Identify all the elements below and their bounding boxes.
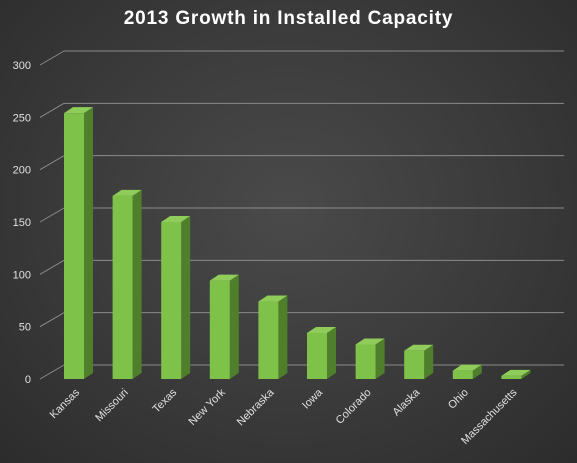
bar-front: [452, 370, 473, 379]
bar-front: [209, 280, 230, 379]
bar-top: [404, 344, 434, 351]
bar-iowa: [307, 326, 336, 379]
bar-top: [355, 338, 385, 345]
bar-top: [258, 295, 288, 302]
bars: [64, 107, 531, 379]
gridline-depth: [39, 102, 65, 118]
x-tick-label: Iowa: [300, 386, 326, 412]
bar-top: [112, 189, 142, 196]
gridlines: [39, 50, 564, 380]
bar-side: [181, 216, 191, 379]
bar-side: [84, 107, 93, 379]
bar-nebraska: [258, 295, 288, 379]
bar-kansas: [64, 107, 93, 379]
bar-missouri: [112, 189, 142, 379]
x-tick-label: Nebraska: [235, 386, 277, 428]
bar-top: [209, 274, 239, 281]
bar-side: [472, 364, 482, 379]
gridline-depth: [39, 312, 65, 328]
gridline-depth: [39, 364, 65, 380]
bar-side: [424, 344, 434, 379]
x-tick-label: Missouri: [93, 387, 130, 424]
gridline-depth: [39, 207, 65, 223]
x-tick-label: Colorado: [334, 387, 374, 427]
gridline-depth: [39, 155, 65, 171]
bar-side: [132, 189, 142, 379]
bar-front: [404, 350, 425, 379]
bar-side: [278, 295, 288, 379]
bar-front: [355, 344, 376, 379]
bar-texas: [161, 216, 191, 379]
bar-front: [161, 222, 182, 379]
bar-front: [501, 375, 522, 379]
bar-alaska: [404, 344, 434, 379]
bar-massachusetts: [501, 369, 531, 379]
gridline-depth: [39, 259, 65, 275]
y-axis-ticks: 0 50 100 150 200 250 300: [13, 60, 31, 386]
bar-new-york: [209, 274, 239, 379]
x-tick-label: Alaska: [390, 386, 422, 418]
y-tick-label: 50: [19, 322, 31, 334]
bar-side: [375, 338, 385, 379]
x-tick-label: Kansas: [48, 386, 83, 421]
bar-top: [501, 369, 531, 376]
x-axis-ticks: Kansas Missouri Texas New York Nebraska Iowa C…: [48, 386, 520, 447]
bar-ohio: [452, 364, 482, 379]
y-tick-label: 0: [25, 374, 31, 386]
y-tick-label: 200: [13, 165, 31, 177]
x-tick-label: Ohio: [446, 387, 471, 412]
bar-front: [307, 332, 327, 379]
bar-front: [64, 113, 84, 379]
bar-front: [258, 301, 279, 379]
bar-side: [521, 369, 531, 379]
gridline-depth: [39, 50, 65, 66]
y-tick-label: 100: [13, 269, 31, 281]
bar-top: [452, 364, 482, 371]
y-tick-label: 150: [13, 217, 31, 229]
bar-top: [307, 326, 336, 333]
bar-front: [112, 195, 133, 379]
x-tick-label: New York: [187, 386, 229, 428]
bar-colorado: [355, 338, 385, 379]
y-tick-label: 250: [13, 112, 31, 124]
y-tick-label: 300: [13, 60, 31, 72]
bar-side: [327, 326, 336, 379]
chart-title: 2013 Growth in Installed Capacity: [123, 8, 454, 29]
bar-top: [64, 107, 93, 114]
x-tick-label: Texas: [151, 386, 180, 415]
bar-top: [161, 216, 191, 222]
bar-side: [229, 274, 239, 379]
